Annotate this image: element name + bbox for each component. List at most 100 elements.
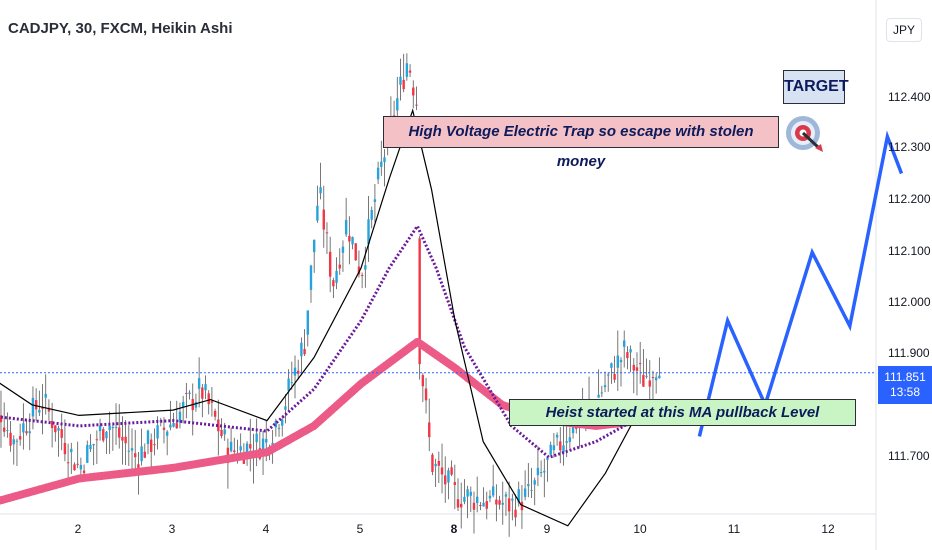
candle-up (562, 445, 565, 453)
candle-down (153, 444, 156, 446)
candle-up (12, 439, 15, 445)
candle-down (348, 235, 351, 242)
candle-up (306, 310, 309, 335)
candle-up (367, 219, 370, 245)
candle-up (523, 488, 527, 497)
candle-up (290, 382, 294, 384)
candle-up (169, 424, 172, 428)
candle-down (507, 498, 511, 512)
candles (0, 53, 661, 537)
candle-up (565, 441, 568, 443)
candle-down (408, 70, 412, 73)
candle-down (412, 87, 415, 96)
candle-up (654, 377, 658, 381)
y-tick-label: 112.100 (888, 244, 931, 258)
candle-up (364, 265, 367, 270)
y-tick-label: 112.400 (888, 90, 931, 104)
candle-up (597, 394, 600, 398)
candle-up (501, 502, 504, 505)
candle-up (316, 205, 319, 221)
candle-up (293, 367, 297, 376)
candle-up (111, 427, 115, 429)
candle-up (105, 431, 108, 439)
candle-down (421, 375, 425, 387)
candle-down (613, 374, 616, 380)
candle-down (210, 400, 214, 403)
candle-up (475, 496, 479, 504)
candle-up (146, 430, 150, 444)
candle-down (450, 467, 453, 475)
candle-up (645, 375, 648, 377)
candle-up (188, 392, 191, 394)
x-tick-label: 5 (356, 522, 364, 536)
last-price-tag: 111.851 13:58 (878, 366, 932, 404)
candle-down (514, 509, 517, 518)
candle-down (638, 363, 642, 365)
candle-up (517, 489, 520, 503)
candle-down (134, 453, 137, 458)
candle-down (495, 499, 498, 505)
candle-down (651, 377, 655, 379)
candle-down (213, 410, 217, 417)
candle-up (31, 397, 35, 417)
candle-up (552, 445, 556, 451)
candle-down (124, 436, 127, 444)
candle-up (616, 355, 620, 368)
candle-up (370, 210, 373, 220)
candle-up (488, 495, 492, 499)
heist-annotation[interactable]: Heist started at this MA pullback Level (509, 399, 856, 426)
candle-up (98, 425, 102, 432)
ma-mid-line (0, 223, 635, 460)
candle-down (332, 280, 335, 287)
candle-down (485, 501, 488, 509)
candle-up (610, 363, 613, 368)
candle-down (47, 407, 51, 412)
candle-down (233, 450, 236, 452)
candle-up (6, 430, 9, 432)
candle-down (357, 266, 361, 275)
y-tick-label: 112.200 (888, 192, 931, 206)
candle-down (440, 467, 444, 475)
candle-down (34, 400, 38, 410)
candle-up (603, 385, 607, 388)
target-label[interactable]: TARGET (783, 70, 849, 104)
candle-up (335, 270, 338, 283)
candle-up (114, 427, 118, 429)
candle-down (54, 425, 57, 433)
candle-down (95, 439, 99, 441)
candle-up (543, 470, 546, 473)
candle-down (648, 380, 651, 387)
currency-button[interactable]: JPY (886, 18, 922, 42)
candle-down (149, 439, 153, 452)
candle-down (428, 422, 431, 438)
candle-up (284, 406, 287, 410)
candle-up (380, 161, 383, 167)
candle-down (460, 503, 463, 508)
candle-up (629, 349, 632, 353)
candle-up (300, 342, 303, 357)
candle-up (281, 419, 284, 426)
candle-down (635, 367, 639, 371)
trap-annotation[interactable]: High Voltage Electric Trap so escape wit… (383, 116, 779, 170)
candle-up (623, 340, 626, 347)
candle-down (456, 499, 460, 508)
candle-up (434, 463, 437, 467)
x-tick-label: 12 (821, 522, 835, 536)
candle-up (396, 98, 399, 111)
candle-up (373, 199, 377, 202)
candle-down (18, 436, 22, 440)
candle-up (607, 374, 610, 376)
candle-up (546, 457, 549, 460)
candle-up (344, 219, 348, 235)
candle-up (511, 498, 514, 501)
y-tick-label: 112.300 (888, 140, 931, 154)
candle-down (121, 436, 124, 441)
candle-down (66, 462, 70, 464)
candle-down (201, 387, 204, 399)
candle-up (70, 448, 73, 453)
candle-up (130, 448, 134, 451)
candle-up (536, 467, 540, 476)
candle-up (245, 443, 249, 458)
candle-up (38, 410, 41, 413)
